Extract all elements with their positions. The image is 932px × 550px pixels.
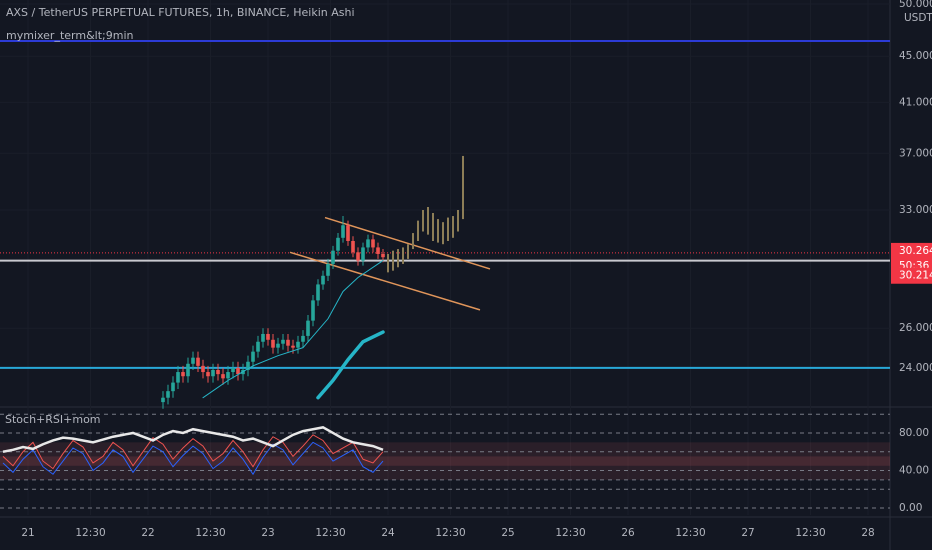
channel-line (289, 251, 481, 311)
oscillator-line (2, 434, 384, 470)
moving-average (316, 330, 385, 400)
oscillator-line (2, 441, 384, 476)
y-tick-label: 40.00 (899, 464, 929, 476)
labels: AXS / TetherUS PERPETUAL FUTURES, 1h, BI… (5, 0, 932, 539)
candle-body (316, 284, 320, 301)
y-tick-label: 41.000 (899, 96, 932, 108)
candle-body (201, 365, 205, 373)
candle-body (261, 333, 265, 342)
x-tick-label: 25 (501, 527, 514, 539)
band (0, 442, 890, 480)
candle-body (251, 351, 255, 362)
chart-title: AXS / TetherUS PERPETUAL FUTURES, 1h, BI… (6, 6, 355, 19)
candle-body (356, 252, 360, 261)
candle-body (366, 239, 370, 248)
x-tick-label: 28 (861, 527, 874, 539)
y-tick-label: 50.000 (899, 0, 932, 10)
candle-body (326, 263, 330, 276)
candle-body (266, 333, 270, 340)
x-tick-label: 21 (21, 527, 34, 539)
candle-body (206, 372, 210, 377)
channel-line (324, 216, 491, 270)
candle-body (276, 343, 280, 348)
x-tick-label: 12:30 (795, 527, 825, 539)
candle-body (256, 341, 260, 352)
indicator-name: mymixer_term&lt;9min (6, 29, 134, 42)
y-tick-label: 26.000 (899, 322, 932, 334)
oscillator-line (2, 426, 384, 453)
candle-body (336, 237, 340, 251)
y-tick-label: 45.000 (899, 50, 932, 62)
candle-body (186, 363, 190, 377)
candle-body (361, 247, 365, 261)
band (0, 456, 890, 466)
candle-body (281, 339, 285, 344)
candle-body (181, 372, 185, 377)
y-tick-label: 0.00 (899, 502, 922, 514)
unit-label: USDT (904, 12, 932, 24)
x-tick-label: 12:30 (555, 527, 585, 539)
candle-body (381, 253, 385, 258)
candle-body (271, 339, 275, 348)
y-tick-label: 80.00 (899, 427, 929, 439)
x-tick-label: 22 (141, 527, 154, 539)
candle-body (341, 225, 345, 238)
candle-body (166, 391, 170, 398)
y-tick-label: 37.000 (899, 147, 932, 159)
x-tick-label: 12:30 (75, 527, 105, 539)
x-tick-label: 23 (261, 527, 274, 539)
moving-average (202, 260, 384, 399)
candle-body (246, 361, 250, 370)
x-tick-label: 24 (381, 527, 395, 539)
x-tick-label: 26 (621, 527, 635, 539)
candle-body (311, 300, 315, 321)
x-tick-label: 12:30 (195, 527, 225, 539)
candle-body (231, 367, 235, 373)
candle-body (216, 369, 220, 375)
bid-label-box (891, 267, 932, 284)
candle-body (221, 374, 225, 379)
candle-body (371, 239, 375, 248)
bid-label: 30.214 (899, 270, 932, 282)
x-tick-label: 12:30 (315, 527, 345, 539)
candle-body (306, 320, 310, 336)
y-tick-label: 24.000 (899, 362, 932, 374)
x-tick-label: 27 (741, 527, 754, 539)
candle-body (211, 369, 215, 377)
candle-body (191, 357, 195, 364)
candle-body (226, 372, 230, 379)
candle-body (286, 339, 290, 346)
x-tick-label: 12:30 (435, 527, 465, 539)
candle-body (296, 341, 300, 348)
candle-body (291, 345, 295, 348)
candle-body (171, 382, 175, 392)
price-panel (0, 40, 890, 409)
last-price-label: 30.264 (899, 245, 932, 257)
candle-body (301, 335, 305, 342)
candle-body (376, 247, 380, 254)
candle-body (321, 275, 325, 285)
candle-body (161, 397, 165, 403)
candle-body (236, 367, 240, 375)
candle-body (346, 225, 350, 241)
candle-body (196, 357, 200, 366)
oscillator-title: Stoch+RSI+mom (5, 413, 101, 426)
candle-body (176, 372, 180, 383)
y-tick-label: 33.000 (899, 204, 932, 216)
x-tick-label: 12:30 (675, 527, 705, 539)
candle-body (351, 240, 355, 253)
oscillator-panel (0, 413, 890, 509)
candle-body (331, 250, 335, 264)
